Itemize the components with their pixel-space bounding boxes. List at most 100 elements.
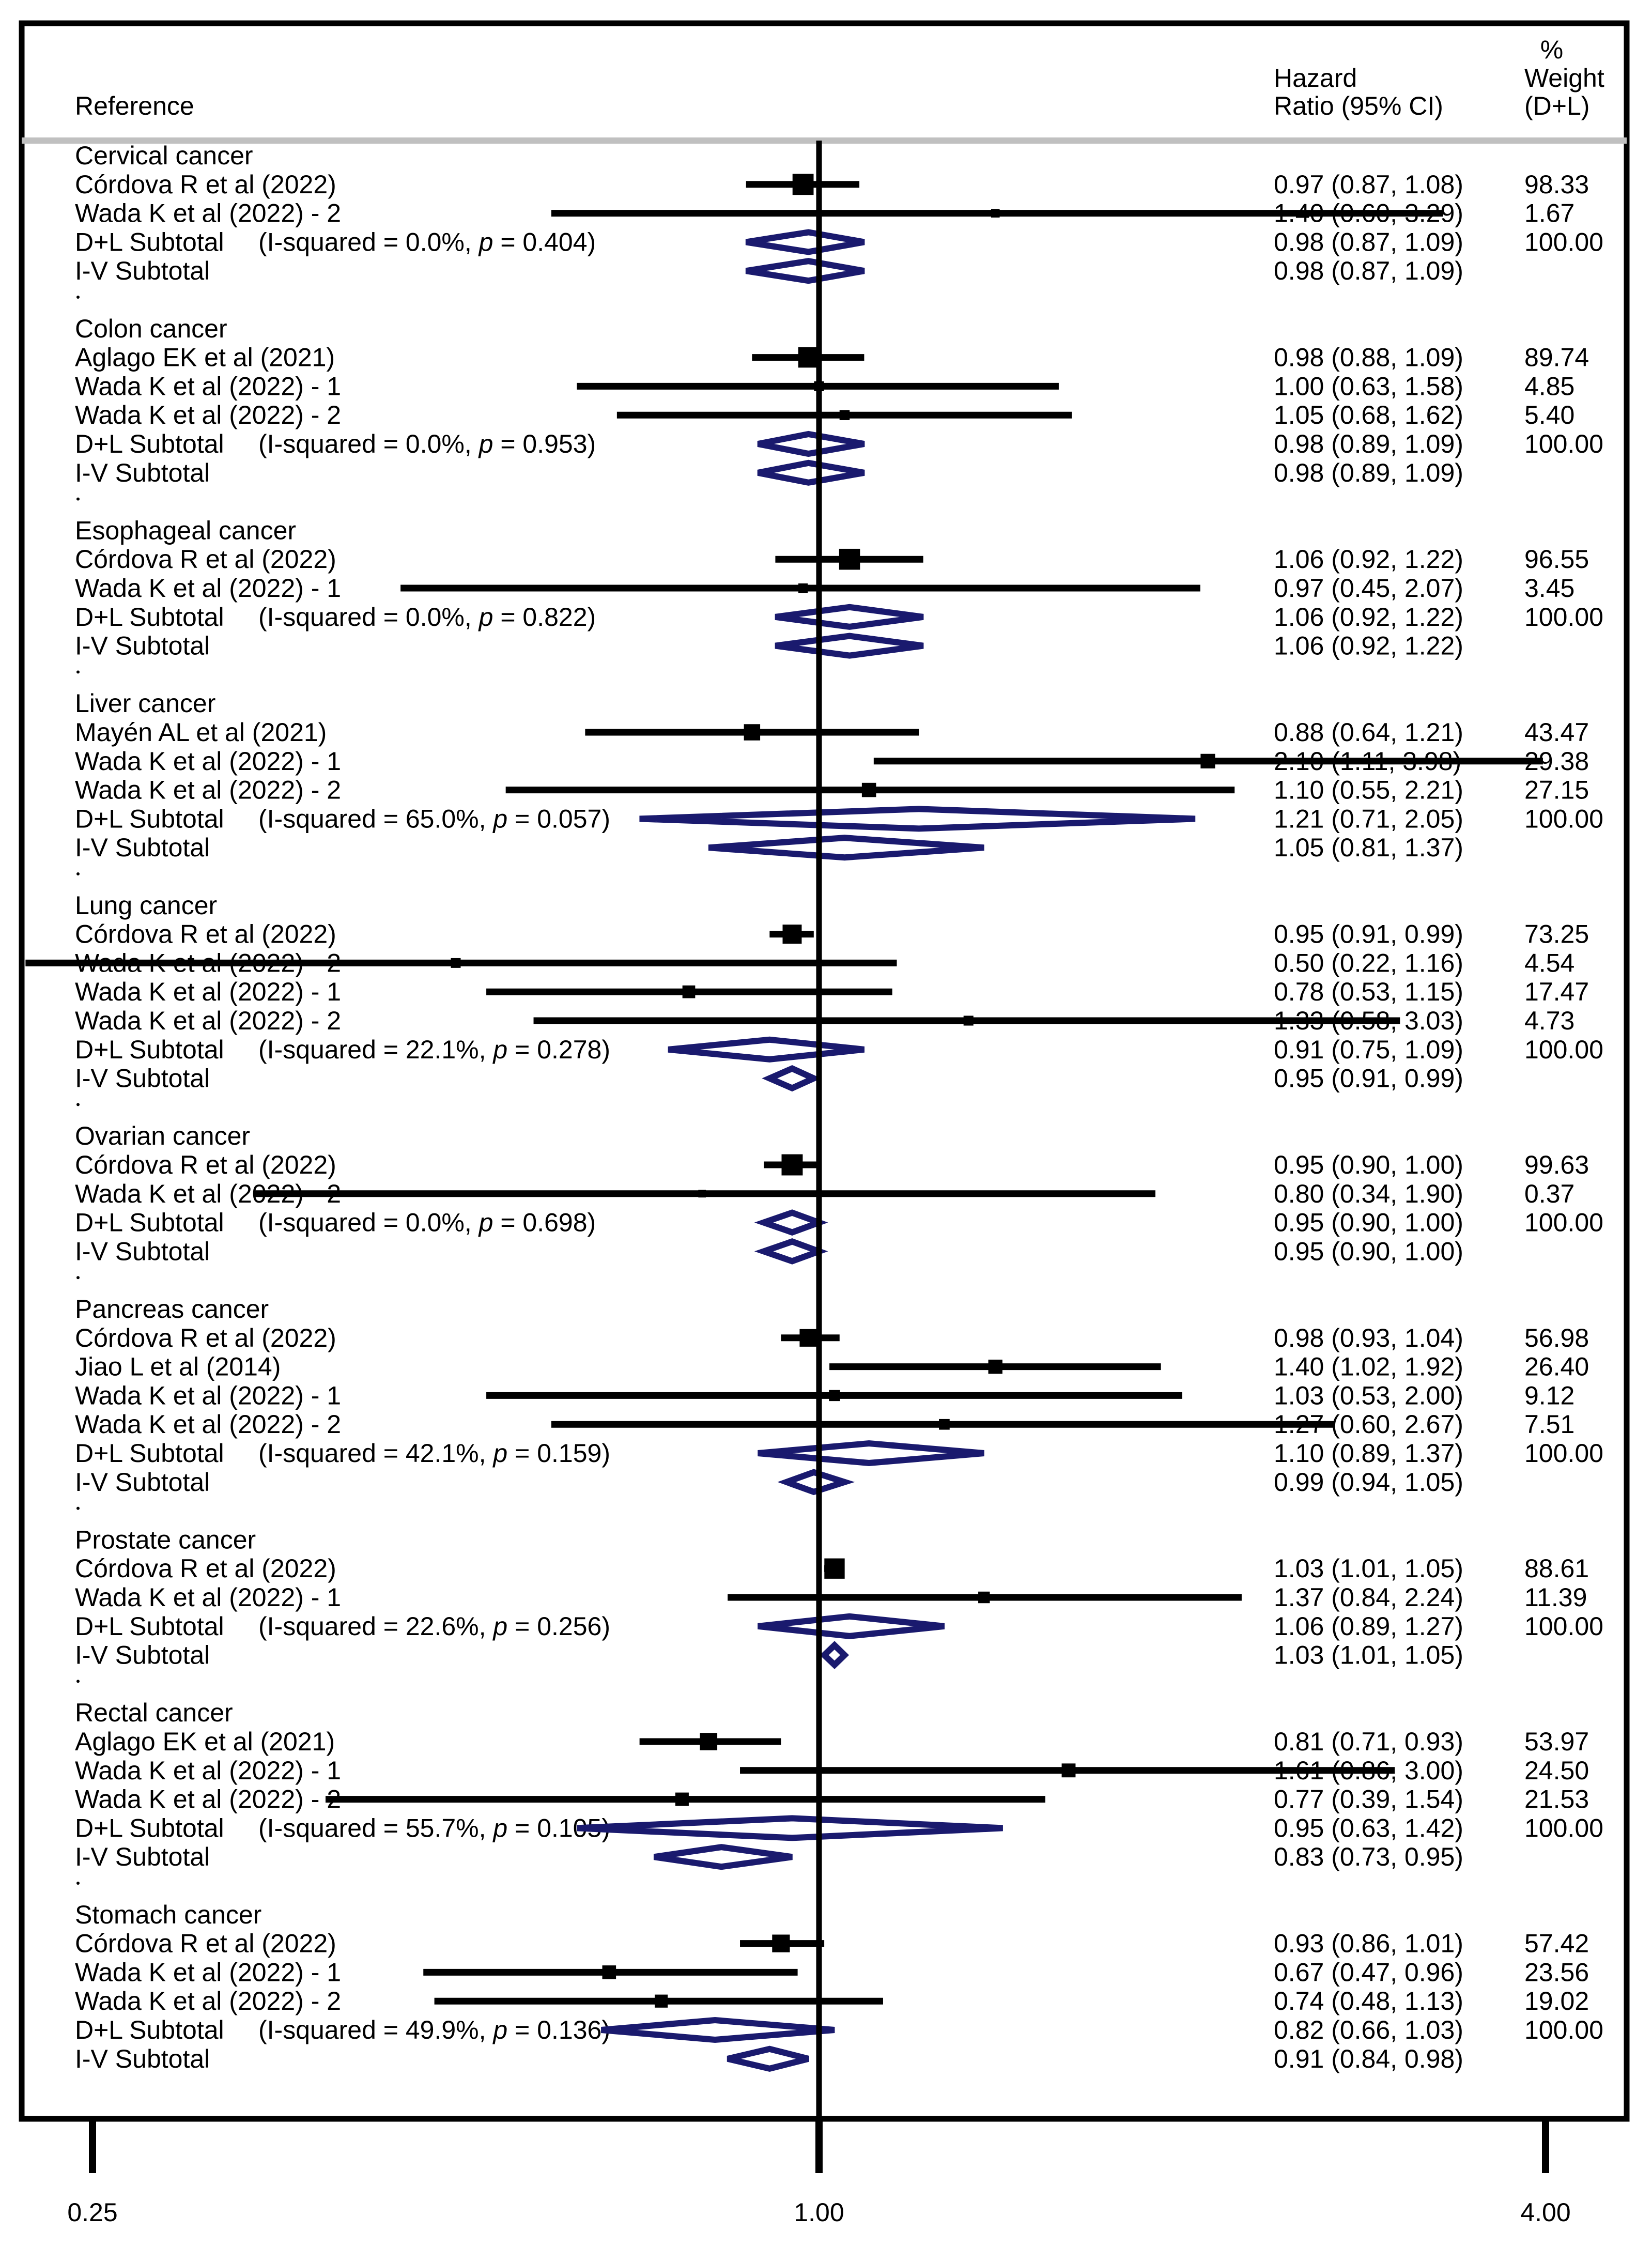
study-point-estimate [700, 1733, 718, 1750]
study-point-estimate [682, 985, 696, 998]
study-point-estimate [1061, 1763, 1076, 1778]
dl-subtotal-hazard-ratio: 0.82 (0.66, 1.03) [1274, 2015, 1463, 2044]
dl-subtotal-label: D+L Subtotal [75, 603, 224, 632]
study-point-estimate [602, 1965, 616, 1979]
study-hazard-ratio: 1.00 (0.63, 1.58) [1274, 372, 1463, 401]
iv-subtotal-diamond [708, 835, 984, 861]
study-hazard-ratio: 0.95 (0.90, 1.00) [1274, 1150, 1463, 1179]
study-label: Córdova R et al (2022) [75, 920, 336, 949]
iv-subtotal-hazard-ratio: 1.06 (0.92, 1.22) [1274, 632, 1463, 660]
study-point-estimate [963, 1015, 974, 1026]
group-title: Prostate cancer [75, 1525, 256, 1554]
study-weight: 73.25 [1524, 920, 1589, 949]
study-weight: 1.67 [1524, 199, 1574, 228]
group-title: Pancreas cancer [75, 1295, 269, 1323]
iv-subtotal-label: I-V Subtotal [75, 458, 210, 487]
study-weight: 0.37 [1524, 1179, 1574, 1208]
study-point-estimate [744, 724, 761, 741]
study-point-estimate [798, 347, 819, 368]
iv-subtotal-diamond [745, 258, 865, 284]
group-spacer-dot [76, 1680, 80, 1683]
study-point-estimate [655, 1994, 668, 2008]
iv-subtotal-diamond [754, 1238, 828, 1265]
dl-subtotal-label: D+L Subtotal [75, 1035, 224, 1064]
dl-subtotal-diamond [577, 1815, 1003, 1841]
dl-subtotal-weight: 100.00 [1524, 429, 1603, 458]
study-point-estimate [698, 1190, 706, 1198]
dl-subtotal-diamond [758, 1440, 984, 1467]
dl-heterogeneity-stat: (I-squared = 0.0%, p = 0.822) [258, 603, 596, 632]
study-weight: 57.42 [1524, 1929, 1589, 1958]
study-point-estimate [988, 1359, 1002, 1374]
study-hazard-ratio: 0.77 (0.39, 1.54) [1274, 1785, 1463, 1814]
study-hazard-ratio: 0.81 (0.71, 0.93) [1274, 1727, 1463, 1756]
study-label: Córdova R et al (2022) [75, 1323, 336, 1352]
study-weight: 7.51 [1524, 1410, 1574, 1439]
study-point-estimate [824, 1558, 845, 1579]
dl-subtotal-hazard-ratio: 0.95 (0.63, 1.42) [1274, 1813, 1463, 1842]
dl-subtotal-diamond [601, 2017, 835, 2043]
header-hazard-ratio-line2: Ratio (95% CI) [1274, 91, 1443, 120]
study-hazard-ratio: 1.03 (0.53, 2.00) [1274, 1381, 1463, 1410]
study-label: Córdova R et al (2022) [75, 1929, 336, 1958]
dl-heterogeneity-stat: (I-squared = 0.0%, p = 0.698) [258, 1208, 596, 1237]
study-point-estimate [991, 209, 1000, 218]
study-hazard-ratio: 0.67 (0.47, 0.96) [1274, 1958, 1463, 1987]
dl-subtotal-hazard-ratio: 0.91 (0.75, 1.09) [1274, 1035, 1463, 1064]
study-weight: 43.47 [1524, 718, 1589, 747]
iv-subtotal-diamond [757, 459, 865, 486]
study-point-estimate [792, 174, 814, 195]
study-label: Wada K et al (2022) - 1 [75, 574, 341, 603]
dl-subtotal-weight: 100.00 [1524, 603, 1603, 632]
study-label: Wada K et al (2022) - 2 [75, 776, 341, 805]
group-spacer-dot [76, 1103, 80, 1106]
study-point-estimate [839, 410, 850, 420]
dl-subtotal-hazard-ratio: 1.06 (0.89, 1.27) [1274, 1612, 1463, 1641]
dl-subtotal-weight: 100.00 [1524, 227, 1603, 256]
group-spacer-dot [76, 670, 80, 674]
x-axis-tick-label: 4.00 [1520, 2198, 1570, 2227]
study-weight: 9.12 [1524, 1381, 1574, 1410]
study-point-estimate [861, 782, 876, 797]
dl-subtotal-diamond [639, 806, 1196, 832]
group-title: Stomach cancer [75, 1900, 261, 1929]
study-hazard-ratio: 1.06 (0.92, 1.22) [1274, 545, 1463, 574]
dl-subtotal-diamond [668, 1036, 865, 1063]
study-weight: 96.55 [1524, 545, 1589, 574]
iv-subtotal-label: I-V Subtotal [75, 1468, 210, 1497]
group-spacer-dot [76, 296, 80, 299]
study-label: Wada K et al (2022) - 2 [75, 1987, 341, 2015]
study-hazard-ratio: 0.78 (0.53, 1.15) [1274, 977, 1463, 1006]
study-point-estimate [978, 1591, 990, 1604]
study-weight: 53.97 [1524, 1727, 1589, 1756]
group-spacer-dot [76, 1506, 80, 1510]
study-weight: 27.15 [1524, 776, 1589, 805]
study-weight: 4.73 [1524, 1006, 1574, 1035]
group-spacer-dot [76, 497, 80, 501]
iv-subtotal-diamond [653, 1844, 793, 1870]
iv-subtotal-hazard-ratio: 0.95 (0.91, 0.99) [1274, 1064, 1463, 1093]
study-label: Wada K et al (2022) - 1 [75, 977, 341, 1006]
header-weight-line2: Weight [1524, 64, 1604, 93]
study-weight: 99.63 [1524, 1150, 1589, 1179]
study-weight: 88.61 [1524, 1554, 1589, 1583]
study-point-estimate [1200, 753, 1215, 768]
dl-subtotal-hazard-ratio: 1.10 (0.89, 1.37) [1274, 1439, 1463, 1468]
header-reference: Reference [75, 91, 194, 120]
dl-subtotal-label: D+L Subtotal [75, 804, 224, 833]
iv-subtotal-label: I-V Subtotal [75, 256, 210, 285]
dl-subtotal-label: D+L Subtotal [75, 1439, 224, 1468]
study-point-estimate [781, 1154, 803, 1176]
header-hazard-ratio-line1: Hazard [1274, 64, 1357, 93]
study-weight: 24.50 [1524, 1756, 1589, 1785]
iv-subtotal-hazard-ratio: 0.95 (0.90, 1.00) [1274, 1237, 1463, 1266]
group-title: Esophageal cancer [75, 516, 296, 545]
study-weight: 26.40 [1524, 1352, 1589, 1381]
dl-subtotal-diamond [745, 229, 865, 255]
study-label: Aglago EK et al (2021) [75, 343, 335, 372]
group-spacer-dot [76, 1276, 80, 1280]
study-label: Wada K et al (2022) - 1 [75, 1958, 341, 1987]
study-weight: 23.56 [1524, 1958, 1589, 1987]
dl-subtotal-diamond [754, 1209, 828, 1236]
study-hazard-ratio: 0.88 (0.64, 1.21) [1274, 718, 1463, 747]
